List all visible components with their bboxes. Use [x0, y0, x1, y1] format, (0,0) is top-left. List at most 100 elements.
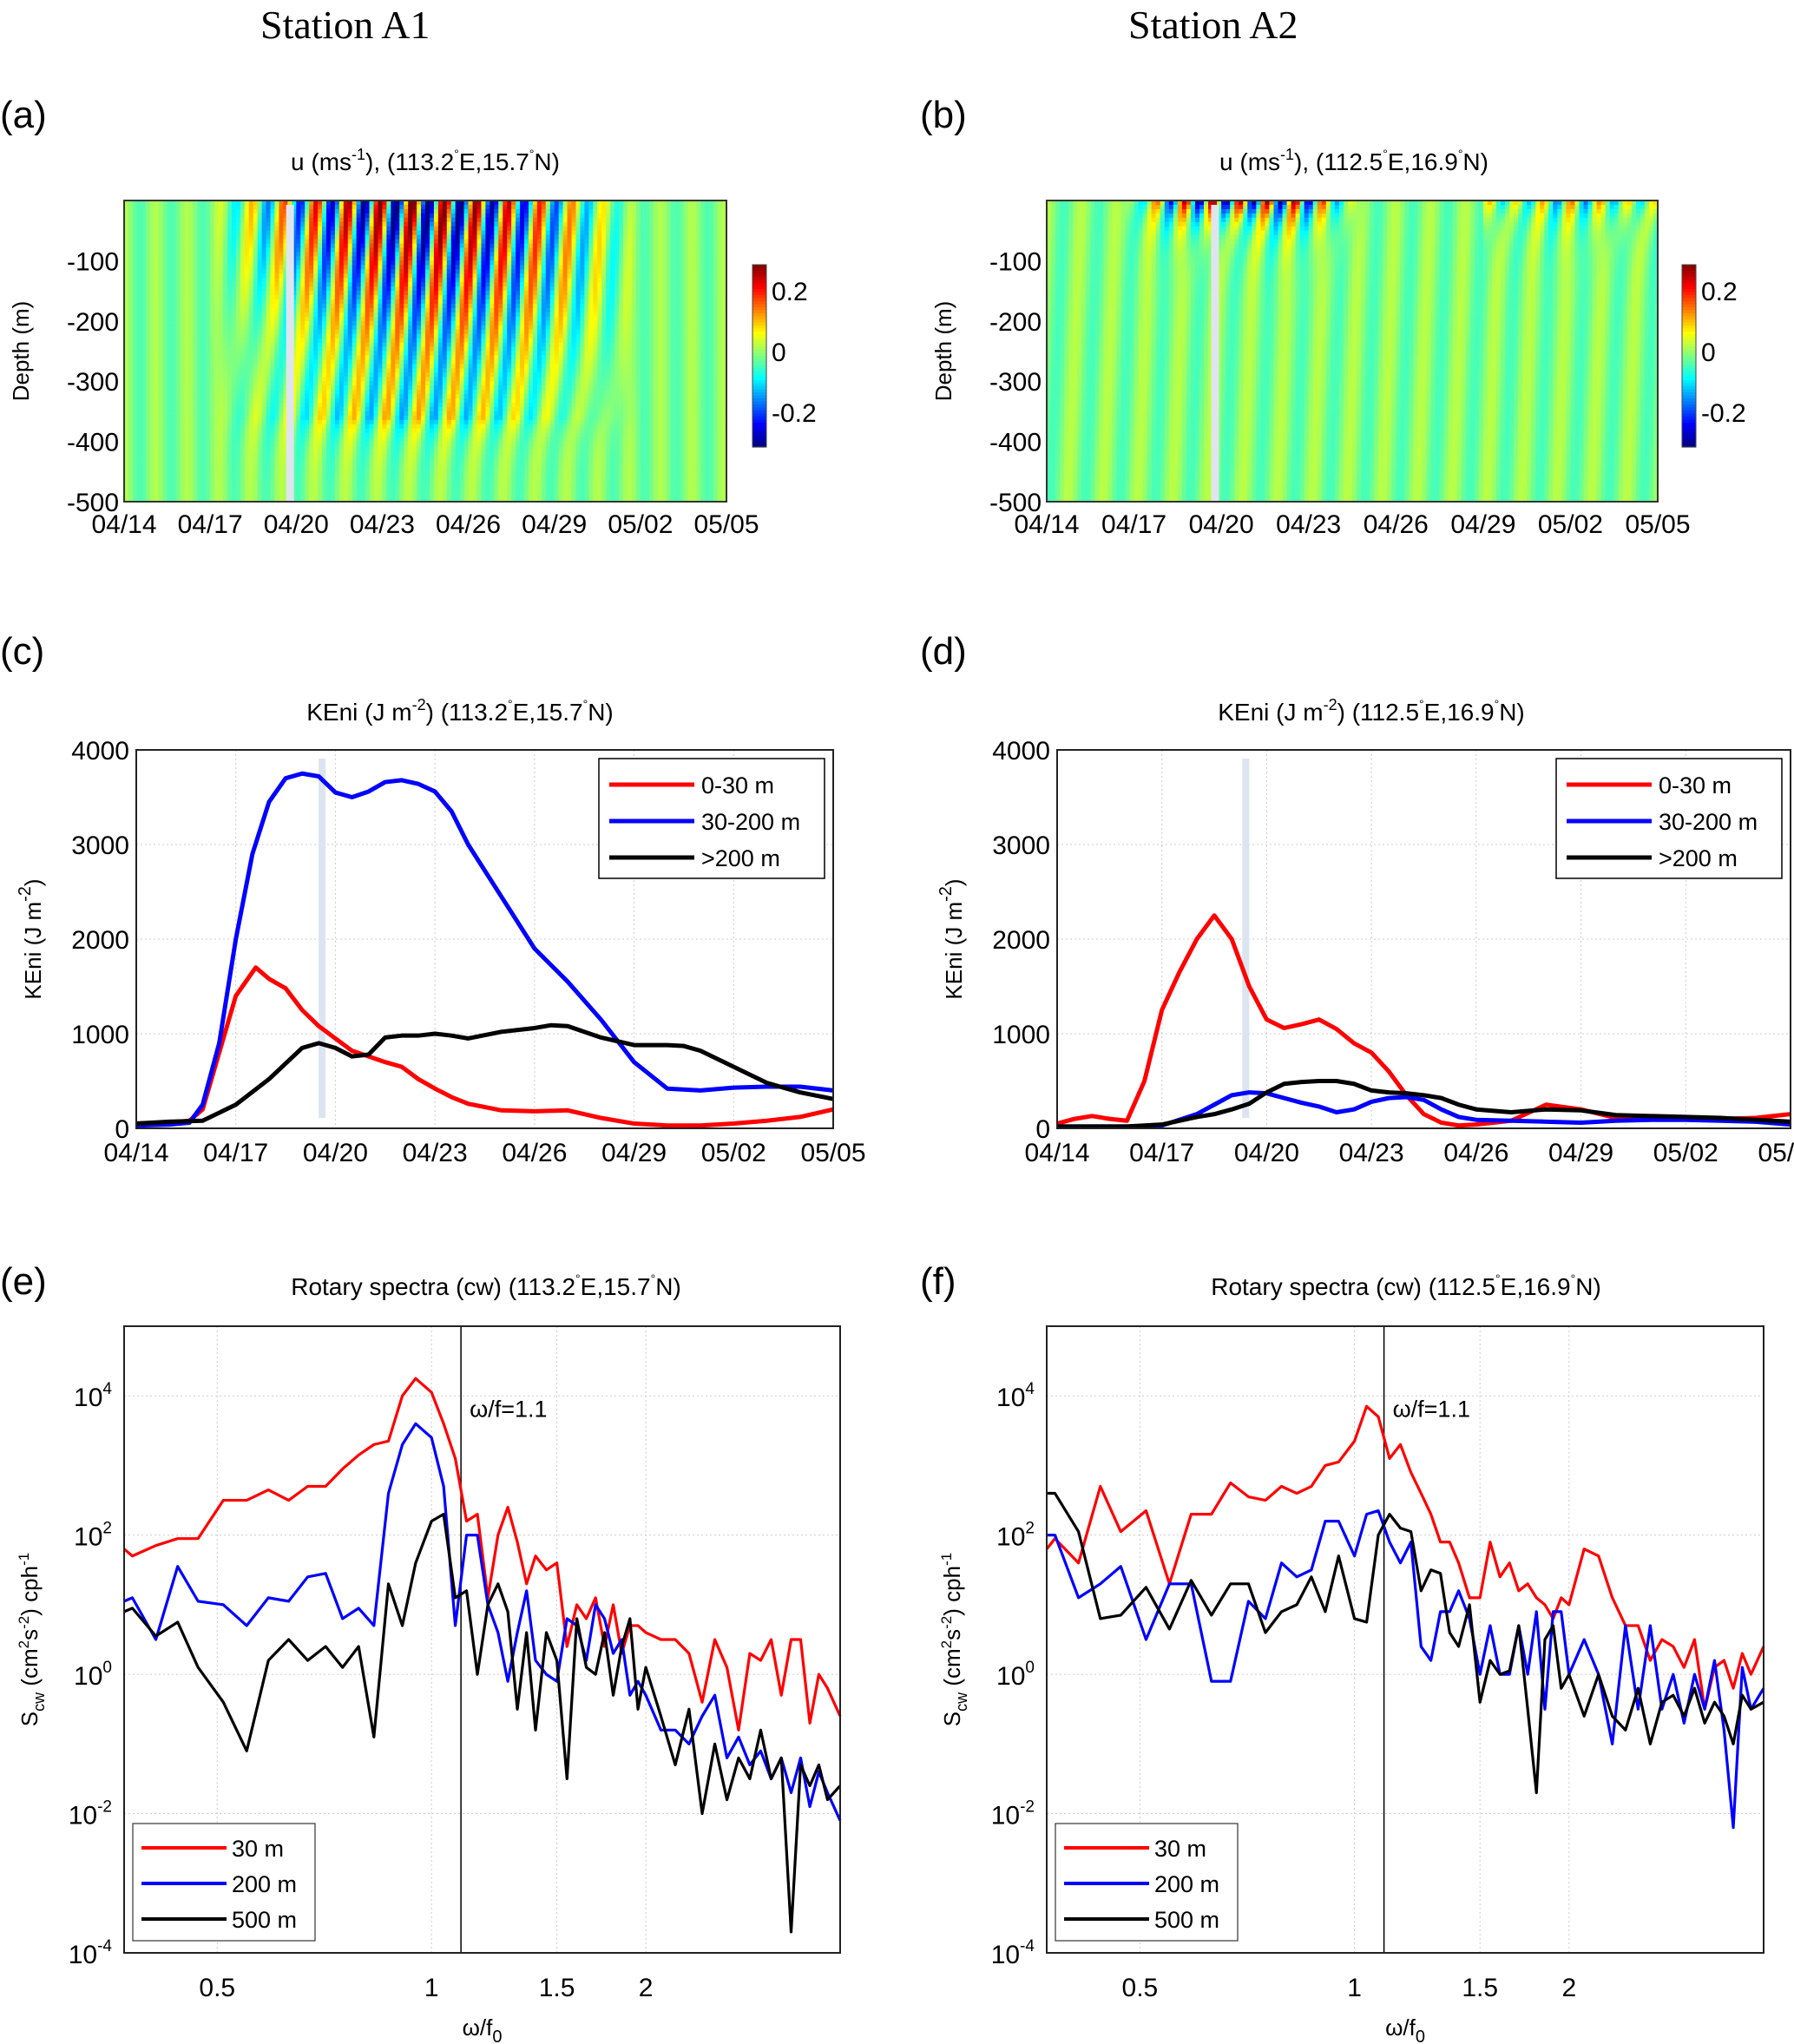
colorbar-segment: [752, 386, 766, 391]
colorbar-segment: [1682, 319, 1696, 324]
x-tick-label: 04/26: [1443, 1139, 1508, 1167]
colorbar-segment: [752, 277, 766, 281]
colorbar-segment: [752, 417, 766, 421]
x-tick-label: 05/02: [1538, 510, 1603, 539]
colorbar-segment: [1682, 286, 1696, 290]
plot-frame: [1046, 200, 1659, 503]
x-tick-label: 04/23: [1339, 1139, 1404, 1167]
colorbar-segment: [1682, 365, 1696, 369]
series-line-200-m: [1047, 1508, 1765, 1830]
plot-frame: [123, 200, 727, 503]
colorbar-segment: [1682, 273, 1696, 278]
panel-label-f: (f): [920, 1260, 956, 1304]
colorbar-segment: [1682, 265, 1696, 269]
series-line-500-m: [1047, 1491, 1764, 1795]
x-tick-label: 04/20: [264, 510, 329, 539]
colorbar-segment: [752, 374, 766, 378]
panel-c: KEni (J m-2) (113.2°E,15.7°N) 04/14 04/17 0…: [16, 696, 866, 1167]
legend: 30 m 200 m 500 m: [132, 1823, 316, 1942]
colorbar-segment: [1682, 350, 1696, 354]
colorbar-segment: [752, 319, 766, 324]
y-tick-label: -400: [67, 429, 119, 457]
y-tick-label: -300: [989, 368, 1042, 397]
colorbar-segment: [752, 271, 766, 275]
legend-label: 30 m: [232, 1836, 284, 1862]
colorbar-segment: [752, 295, 766, 299]
colorbar-segment: [1682, 338, 1696, 342]
colorbar-segment: [1682, 289, 1696, 293]
series-line-30-m: [1045, 1404, 1765, 1711]
colorbar-segment: [1682, 356, 1696, 360]
y-tick-label: -400: [989, 429, 1042, 457]
colorbar-segment: [752, 431, 766, 436]
panel-label-e: (e): [0, 1260, 47, 1304]
colorbar-segment: [1682, 301, 1696, 306]
event-marker-band: [286, 205, 294, 502]
x-tick-label: 05/02: [1653, 1139, 1718, 1167]
colorbar-segment: [752, 365, 766, 369]
colorbar-segment: [1682, 340, 1696, 345]
legend: 30 m 200 m 500 m: [1055, 1823, 1239, 1942]
y-tick-label: 2000: [992, 926, 1050, 955]
y-tick-label: -200: [989, 308, 1042, 337]
colorbar-segment: [1682, 444, 1696, 448]
x-axis-label: ω/f0: [463, 2014, 503, 2044]
colorbar-segment: [752, 383, 766, 387]
x-tick-label: 04/17: [203, 1139, 268, 1167]
colorbar-segment: [1682, 437, 1696, 442]
y-axis-label: Depth (m): [930, 301, 956, 402]
x-tick-label: 04/14: [1024, 1139, 1089, 1167]
legend-label: >200 m: [1659, 845, 1738, 871]
heatmap-cells: [1047, 200, 1659, 503]
colorbar-segment: [1682, 411, 1696, 415]
colorbar-segment: [1682, 429, 1696, 433]
colorbar-segment: [1682, 271, 1696, 275]
series-line-200-m: [123, 1422, 842, 1822]
colorbar-segment: [1682, 325, 1696, 330]
colorbar-segment: [1682, 398, 1696, 403]
colorbar-segment: [752, 267, 766, 272]
panel-b: u (ms-1), (112.5°E,16.9°N) -100 -200 -300 -4…: [930, 146, 1746, 539]
x-tick-label: 2: [639, 1974, 654, 2002]
colorbar-segment: [1682, 346, 1696, 351]
x-tick-label: 04/26: [502, 1139, 567, 1167]
x-tick-label: 04/17: [178, 510, 243, 539]
x-tick-label: 05/05: [1625, 510, 1690, 539]
colorbar-segment: [1682, 377, 1696, 381]
colorbar: 0.2 0 -0.2: [752, 264, 817, 448]
panel-f: Rotary spectra (cw) (112.5°E,16.9°N) 0.5 1…: [938, 1272, 1765, 2044]
colorbar-segment: [1682, 292, 1696, 296]
panel-d: KEni (J m-2) (112.5°E,16.9°N) 04/14 04/17 0…: [936, 696, 1794, 1167]
y-axis-label: Depth (m): [8, 301, 34, 402]
colorbar-segment: [752, 358, 766, 363]
colorbar-segment: [752, 441, 766, 445]
x-tick-label: 04/14: [91, 510, 156, 539]
colorbar-segment: [752, 404, 766, 409]
y-tick-label: -500: [67, 489, 119, 517]
series-line--200-m: [135, 1022, 834, 1127]
colorbar-segment: [1682, 304, 1696, 308]
colorbar-segment: [752, 368, 766, 372]
colorbar-segment: [1682, 371, 1696, 375]
colorbar-segment: [752, 292, 766, 296]
x-tick-label: 1: [424, 1974, 439, 2002]
colorbar-segment: [752, 265, 766, 269]
legend-label: 0-30 m: [1659, 772, 1732, 799]
colorbar-segment: [1682, 431, 1696, 436]
colorbar-segment: [752, 371, 766, 375]
colorbar-segment: [1682, 307, 1696, 312]
colorbar-segment: [752, 429, 766, 433]
panel-b-title: u (ms-1), (112.5°E,16.9°N): [1219, 146, 1488, 175]
colorbar-tick-label: -0.2: [1701, 399, 1746, 428]
x-axis-label: ω/f0: [1385, 2014, 1425, 2044]
colorbar-segment: [1682, 328, 1696, 332]
x-tick-label: 05/05: [693, 510, 759, 539]
colorbar-segment: [1682, 352, 1696, 357]
event-marker-band: [1242, 759, 1250, 1118]
y-tick-label: 4000: [71, 737, 129, 766]
colorbar-segment: [752, 313, 766, 318]
series-line-0-30-m: [135, 965, 834, 1128]
x-tick-label: 04/23: [350, 510, 415, 539]
x-tick-label: 04/29: [522, 510, 587, 539]
colorbar-segment: [1682, 441, 1696, 445]
